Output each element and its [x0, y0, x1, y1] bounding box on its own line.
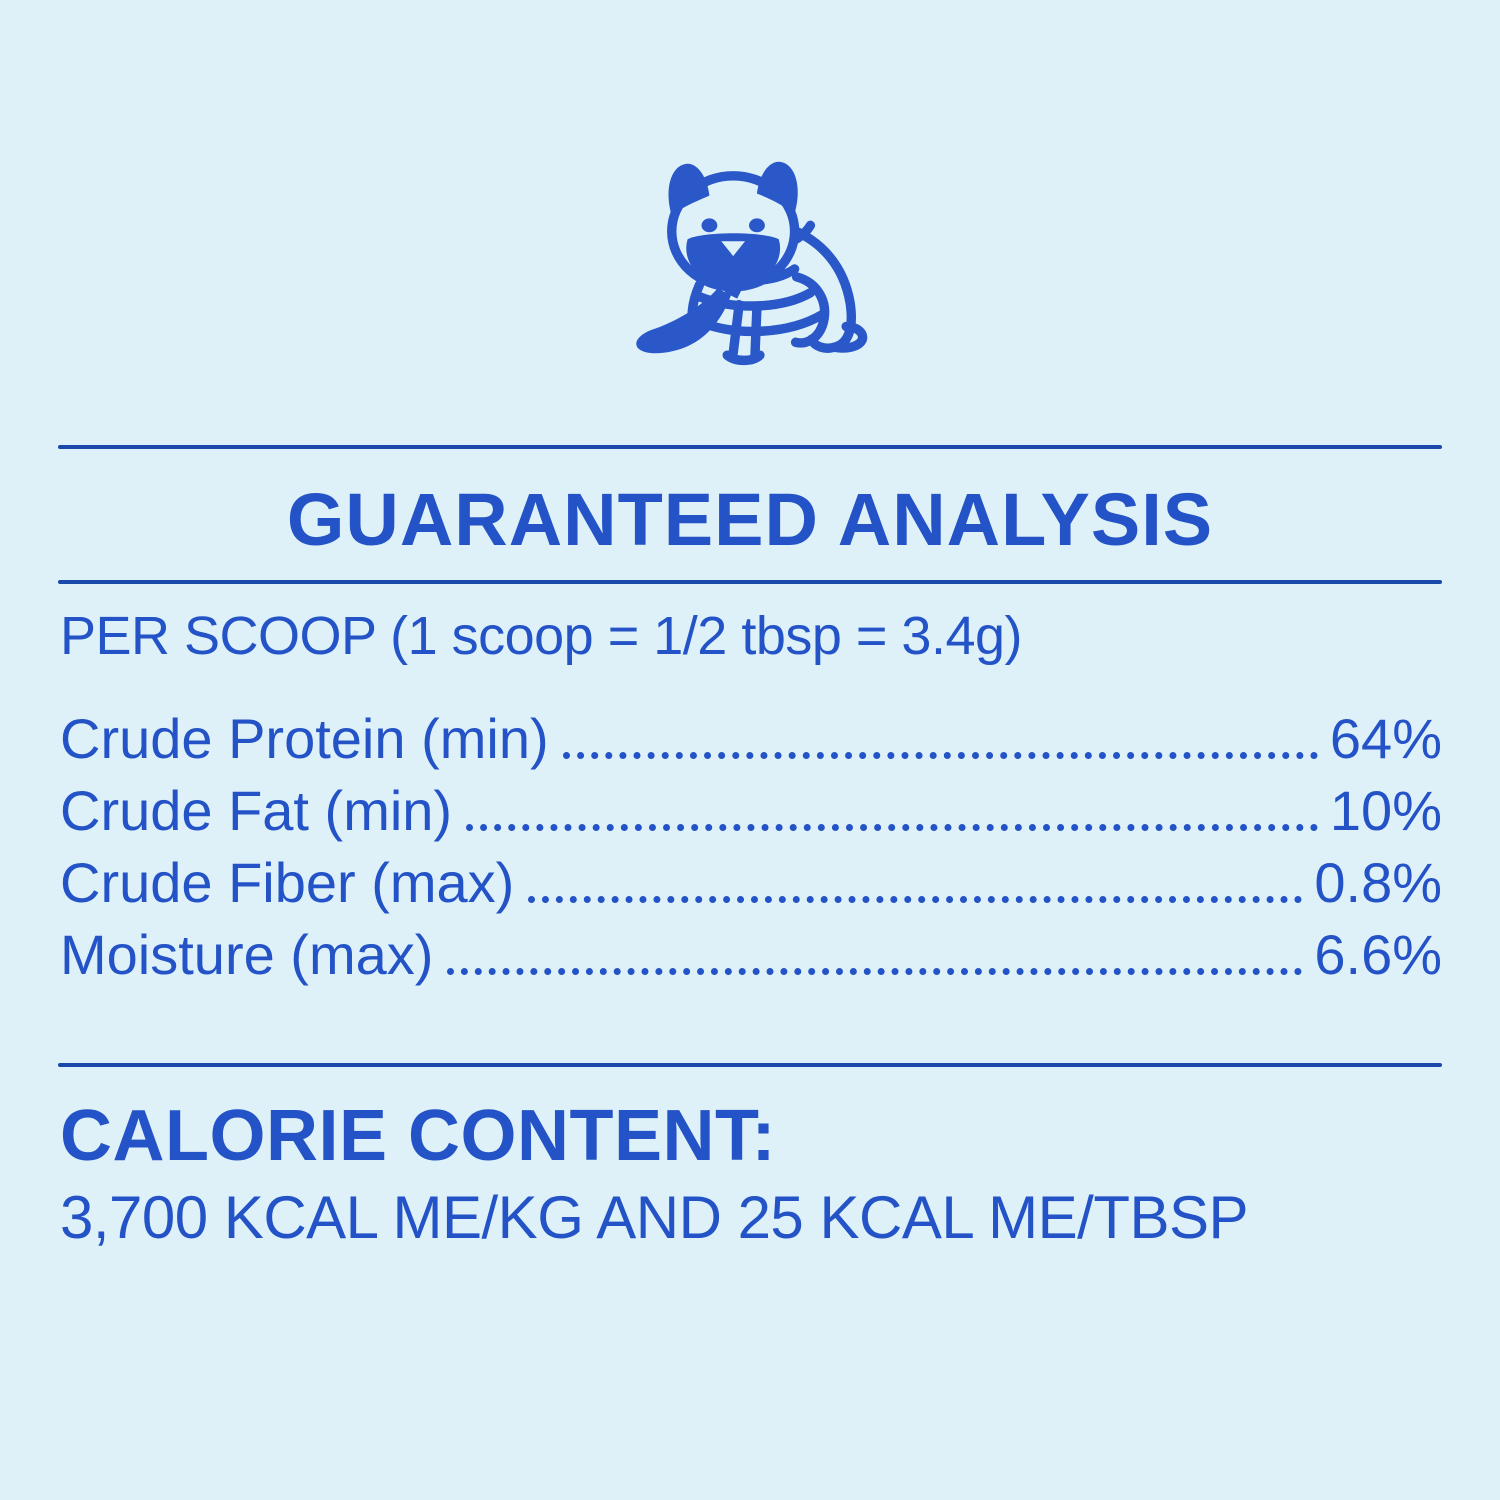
- calorie-content-heading: CALORIE CONTENT:: [60, 1096, 776, 1176]
- nutrient-value: 0.8%: [1314, 851, 1442, 914]
- divider-top: [58, 445, 1442, 449]
- dotted-leader: [528, 896, 1303, 903]
- dotted-leader: [466, 824, 1318, 831]
- nutrient-value: 6.6%: [1314, 923, 1442, 986]
- analysis-table: Crude Protein (min) 64% Crude Fat (min) …: [60, 701, 1442, 989]
- nutrient-value: 64%: [1329, 707, 1442, 770]
- analysis-row-crude-fat: Crude Fat (min) 10%: [60, 773, 1442, 845]
- nutrient-label: Crude Fiber (max): [60, 851, 515, 914]
- analysis-row-moisture: Moisture (max) 6.6%: [60, 917, 1442, 989]
- nutrient-value: 10%: [1329, 779, 1442, 842]
- section-title: GUARANTEED ANALYSIS: [286, 478, 1214, 561]
- nutrient-label: Crude Protein (min): [60, 707, 549, 770]
- nutrient-label: Moisture (max): [60, 923, 434, 986]
- dotted-leader: [447, 968, 1303, 975]
- dotted-leader: [562, 752, 1318, 759]
- serving-size-note: PER SCOOP (1 scoop = 1/2 tbsp = 3.4g): [60, 606, 1023, 666]
- french-bulldog-with-tie-icon: [628, 158, 876, 376]
- nutrient-label: Crude Fat (min): [60, 779, 453, 842]
- calorie-content-detail: 3,700 KCAL ME/KG AND 25 KCAL ME/TBSP: [60, 1184, 1249, 1251]
- analysis-row-crude-fiber: Crude Fiber (max) 0.8%: [60, 845, 1442, 917]
- analysis-row-crude-protein: Crude Protein (min) 64%: [60, 701, 1442, 773]
- divider-above-calories: [58, 1063, 1442, 1067]
- divider-under-title: [58, 580, 1442, 584]
